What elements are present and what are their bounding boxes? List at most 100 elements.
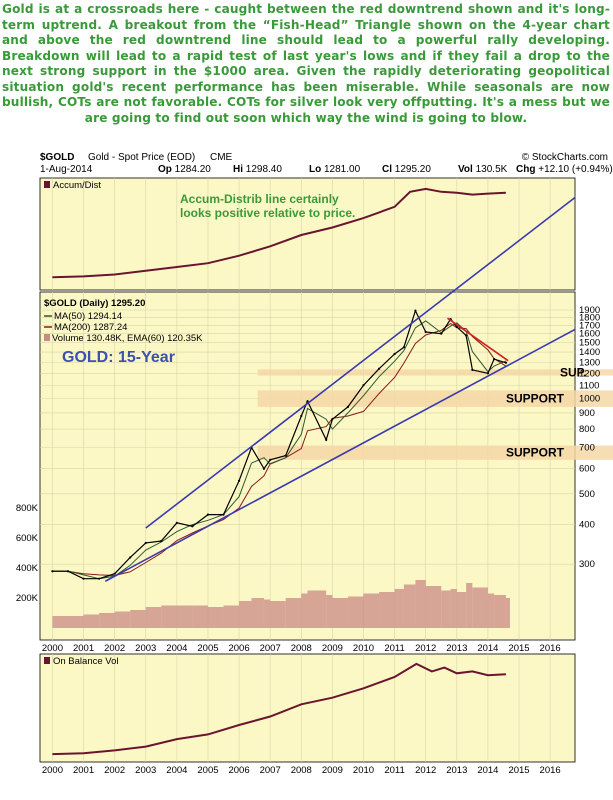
price-point xyxy=(237,479,241,482)
commentary-text: Gold is at a crossroads here - caught be… xyxy=(2,2,610,125)
y-tick-label: 900 xyxy=(579,408,595,419)
x-tick-label: 2004 xyxy=(166,643,187,654)
low-label: Lo 1281.00 xyxy=(309,164,361,175)
volume-value: 130.5K xyxy=(476,164,508,175)
volume-bar xyxy=(145,607,162,628)
volume-axis-label: 200K xyxy=(16,593,39,604)
price-point xyxy=(504,361,508,364)
volume-bar xyxy=(505,598,510,628)
volume-bar xyxy=(83,614,100,628)
x-tick-label: 2000 xyxy=(42,643,63,654)
open-label: Op 1284.20 xyxy=(158,164,211,175)
volume-bar xyxy=(363,593,380,628)
support-label-1: SUP. xyxy=(560,365,586,379)
volume-bar xyxy=(379,592,395,628)
downtrend-line xyxy=(447,317,509,362)
x-tick-label: 2002 xyxy=(104,765,125,776)
x-tick-label: 2003 xyxy=(135,643,156,654)
price-point xyxy=(160,539,163,543)
volume-bar xyxy=(332,598,348,628)
x-tick-label: 2014 xyxy=(477,765,498,776)
obv-swatch xyxy=(44,657,50,664)
legend-volume: Volume 130.48K, EMA(60) 120.35K xyxy=(52,333,203,344)
accum-dist-legend: Accum/Dist xyxy=(53,180,101,191)
price-point xyxy=(465,334,468,337)
main-frame xyxy=(39,291,576,641)
obv-line xyxy=(52,662,506,756)
price-point xyxy=(377,367,381,370)
y-tick-label: 1300 xyxy=(579,357,600,368)
volume-bar xyxy=(456,592,467,628)
legend-ma50: MA(50) 1294.14 xyxy=(54,311,122,322)
accum-dist-line xyxy=(52,187,506,279)
x-tick-label: 2006 xyxy=(228,643,249,654)
chart-title: GOLD: 15-Year xyxy=(62,349,175,366)
y-tick-label: 1200 xyxy=(579,368,600,379)
x-tick-label: 2012 xyxy=(415,643,436,654)
support-label-2: SUPPORT xyxy=(506,392,565,406)
y-tick-label: 1500 xyxy=(579,338,600,349)
x-tick-label: 2010 xyxy=(353,765,374,776)
price-point xyxy=(325,438,328,441)
volume-bar xyxy=(403,584,416,628)
obv-legend: On Balance Vol xyxy=(53,656,119,667)
volume-bar xyxy=(114,611,131,628)
price-point xyxy=(393,352,396,356)
x-tick-label: 2010 xyxy=(353,643,374,654)
x-tick-label: 2016 xyxy=(540,643,561,654)
x-tick-label: 2007 xyxy=(260,643,281,654)
high-value: 1298.40 xyxy=(246,164,283,175)
x-tick-label: 2007 xyxy=(260,765,281,776)
x-tick-label: 2009 xyxy=(322,765,343,776)
x-tick-label: 2005 xyxy=(197,765,218,776)
support-band-2 xyxy=(257,390,613,407)
volume-bar xyxy=(441,590,451,628)
volume-bar xyxy=(67,616,84,628)
accum-annotation-1: Accum-Distrib line certainly xyxy=(180,192,339,206)
price-point xyxy=(269,458,272,461)
volume-bar xyxy=(223,605,240,628)
accum-dist-panel: Accum/Dist Accum-Distrib line certainlylo… xyxy=(39,177,576,291)
price-point xyxy=(144,541,147,545)
chart-copyright: © StockCharts.com xyxy=(522,152,608,163)
y-tick-label: 1700 xyxy=(579,320,600,331)
volume-bar xyxy=(239,601,252,628)
volume-bar xyxy=(307,590,327,628)
y-tick-label: 1000 xyxy=(579,393,600,404)
bottom-frame xyxy=(39,653,576,763)
volume-bar xyxy=(415,580,426,628)
chart-exchange: CME xyxy=(210,152,233,163)
y-tick-label: 1600 xyxy=(579,329,600,340)
x-tick-label: 2000 xyxy=(42,765,63,776)
trendline-overlay xyxy=(104,196,576,582)
price-point xyxy=(262,467,266,470)
close-label: Cl 1295.20 xyxy=(382,164,431,175)
y-tick-label: 1400 xyxy=(579,347,600,358)
price-point xyxy=(113,572,116,575)
volume-bar xyxy=(270,601,286,628)
volume-bar xyxy=(207,607,224,628)
price-point xyxy=(306,400,309,403)
close-label-text: Cl xyxy=(382,164,392,175)
x-tick-label: 2013 xyxy=(446,765,467,776)
accum-annotation-2: looks positive relative to price. xyxy=(180,206,355,220)
price-point xyxy=(222,513,225,516)
volume-bar xyxy=(472,587,488,628)
change-value: +12.10 (+0.94%) xyxy=(538,164,613,175)
close-value: 1295.20 xyxy=(395,164,432,175)
volume-bar xyxy=(263,599,271,628)
x-tick-label: 2003 xyxy=(135,765,156,776)
volume-axis-label: 800K xyxy=(16,503,39,514)
volume-bar xyxy=(192,605,208,628)
x-tick-label: 2005 xyxy=(197,643,218,654)
x-tick-label: 2004 xyxy=(166,765,187,776)
price-point xyxy=(191,525,194,528)
volume-bar xyxy=(466,583,473,628)
x-tick-label: 2011 xyxy=(384,765,404,776)
x-tick-label: 2009 xyxy=(322,643,343,654)
price-point xyxy=(66,570,70,573)
x-tick-label: 2014 xyxy=(477,643,498,654)
price-point xyxy=(82,577,85,580)
price-point xyxy=(414,309,417,312)
